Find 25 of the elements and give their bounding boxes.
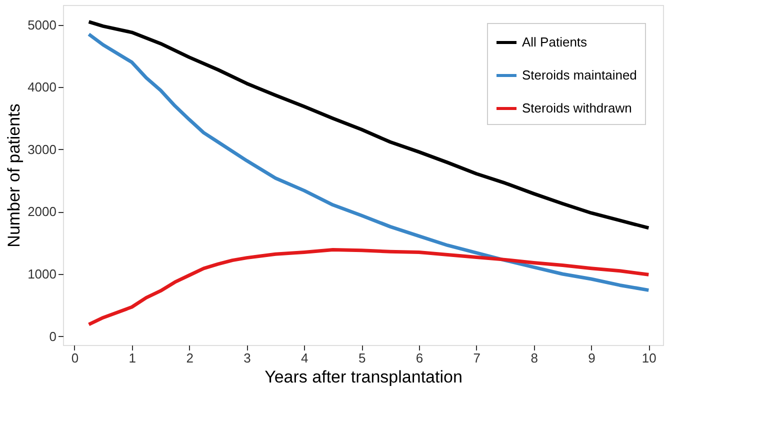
line-series [87,20,650,230]
x-tick-label: 0 [71,350,79,366]
line-series [87,248,650,326]
legend-label: All Patients [522,34,588,50]
y-tick-label: 4000 [28,80,56,95]
x-tick-label: 3 [244,350,251,366]
y-tick-label: 0 [49,328,56,344]
x-tick-label: 9 [588,350,596,366]
x-tick-label: 1 [128,350,136,366]
x-tick-label: 5 [358,350,366,366]
x-axis-title: Years after transplantation [264,368,462,386]
x-tick-label: 4 [301,350,308,366]
line-series [87,32,650,292]
x-tick-label: 10 [642,350,656,366]
y-tick-label: 1000 [28,266,56,282]
y-tick-label: 2000 [28,204,56,220]
y-tick-label: 3000 [28,142,56,157]
y-tick-label: 5000 [28,17,56,32]
legend-label: Steroids maintained [522,68,637,82]
y-axis-title: Number of patients [4,104,24,248]
legend-label: Steroids withdrawn [522,100,632,116]
x-tick-label: 6 [416,350,424,366]
x-tick-label: 8 [530,350,538,366]
x-tick-label: 2 [186,350,194,366]
x-tick-label: 7 [473,350,481,366]
